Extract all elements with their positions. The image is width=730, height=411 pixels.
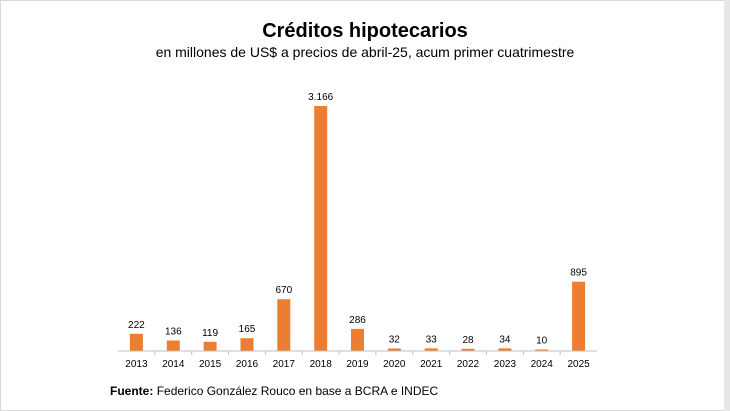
- bar-2014: [166, 340, 180, 351]
- x-tick-2015: 2015: [199, 359, 222, 370]
- data-label-2014: 136: [165, 327, 182, 338]
- bar-2015: [203, 341, 217, 351]
- data-label-2023: 34: [499, 334, 511, 345]
- x-tick-2022: 2022: [457, 359, 480, 370]
- bar-2023: [498, 348, 512, 351]
- x-tick-2013: 2013: [125, 359, 148, 370]
- bar-2024: [535, 349, 549, 351]
- source-text: Federico González Rouco en base a BCRA e…: [156, 384, 439, 398]
- data-label-2016: 165: [239, 324, 256, 335]
- data-label-2025: 895: [570, 268, 587, 279]
- data-label-2021: 33: [426, 334, 438, 345]
- data-label-2019: 286: [349, 315, 366, 326]
- bar-2018: [314, 106, 328, 351]
- data-label-2024: 10: [536, 336, 548, 347]
- x-tick-2019: 2019: [346, 359, 369, 370]
- bar-2019: [351, 328, 364, 351]
- x-tick-2018: 2018: [310, 359, 333, 370]
- chart-title: Créditos hipotecarios: [262, 20, 468, 42]
- bar-2025: [572, 281, 586, 351]
- source-label: Fuente:: [110, 384, 154, 398]
- data-label-2020: 32: [389, 335, 401, 346]
- data-label-2022: 28: [462, 335, 474, 346]
- x-tick-2025: 2025: [567, 359, 590, 370]
- bar-2020: [387, 348, 401, 351]
- bar-2017: [277, 299, 291, 351]
- x-tick-2016: 2016: [236, 359, 259, 370]
- x-tick-2014: 2014: [162, 359, 185, 370]
- x-tick-2021: 2021: [420, 359, 443, 370]
- bar-2021: [424, 348, 438, 351]
- data-label-2013: 222: [128, 320, 145, 331]
- data-label-2017: 670: [275, 285, 292, 296]
- bar-2013: [129, 333, 143, 351]
- data-label-2018: 3.166: [308, 92, 333, 103]
- x-tick-2023: 2023: [494, 359, 517, 370]
- x-tick-2020: 2020: [383, 359, 406, 370]
- x-tick-2024: 2024: [531, 359, 554, 370]
- data-label-2015: 119: [202, 328, 218, 339]
- bar-2016: [240, 338, 254, 351]
- x-tick-2017: 2017: [273, 359, 296, 370]
- window-edge: [724, 0, 730, 411]
- chart-subtitle: en millones de US$ a precios de abril-25…: [155, 44, 575, 60]
- bar-2022: [461, 348, 475, 351]
- source-note: Fuente: Federico González Rouco en base …: [110, 384, 438, 398]
